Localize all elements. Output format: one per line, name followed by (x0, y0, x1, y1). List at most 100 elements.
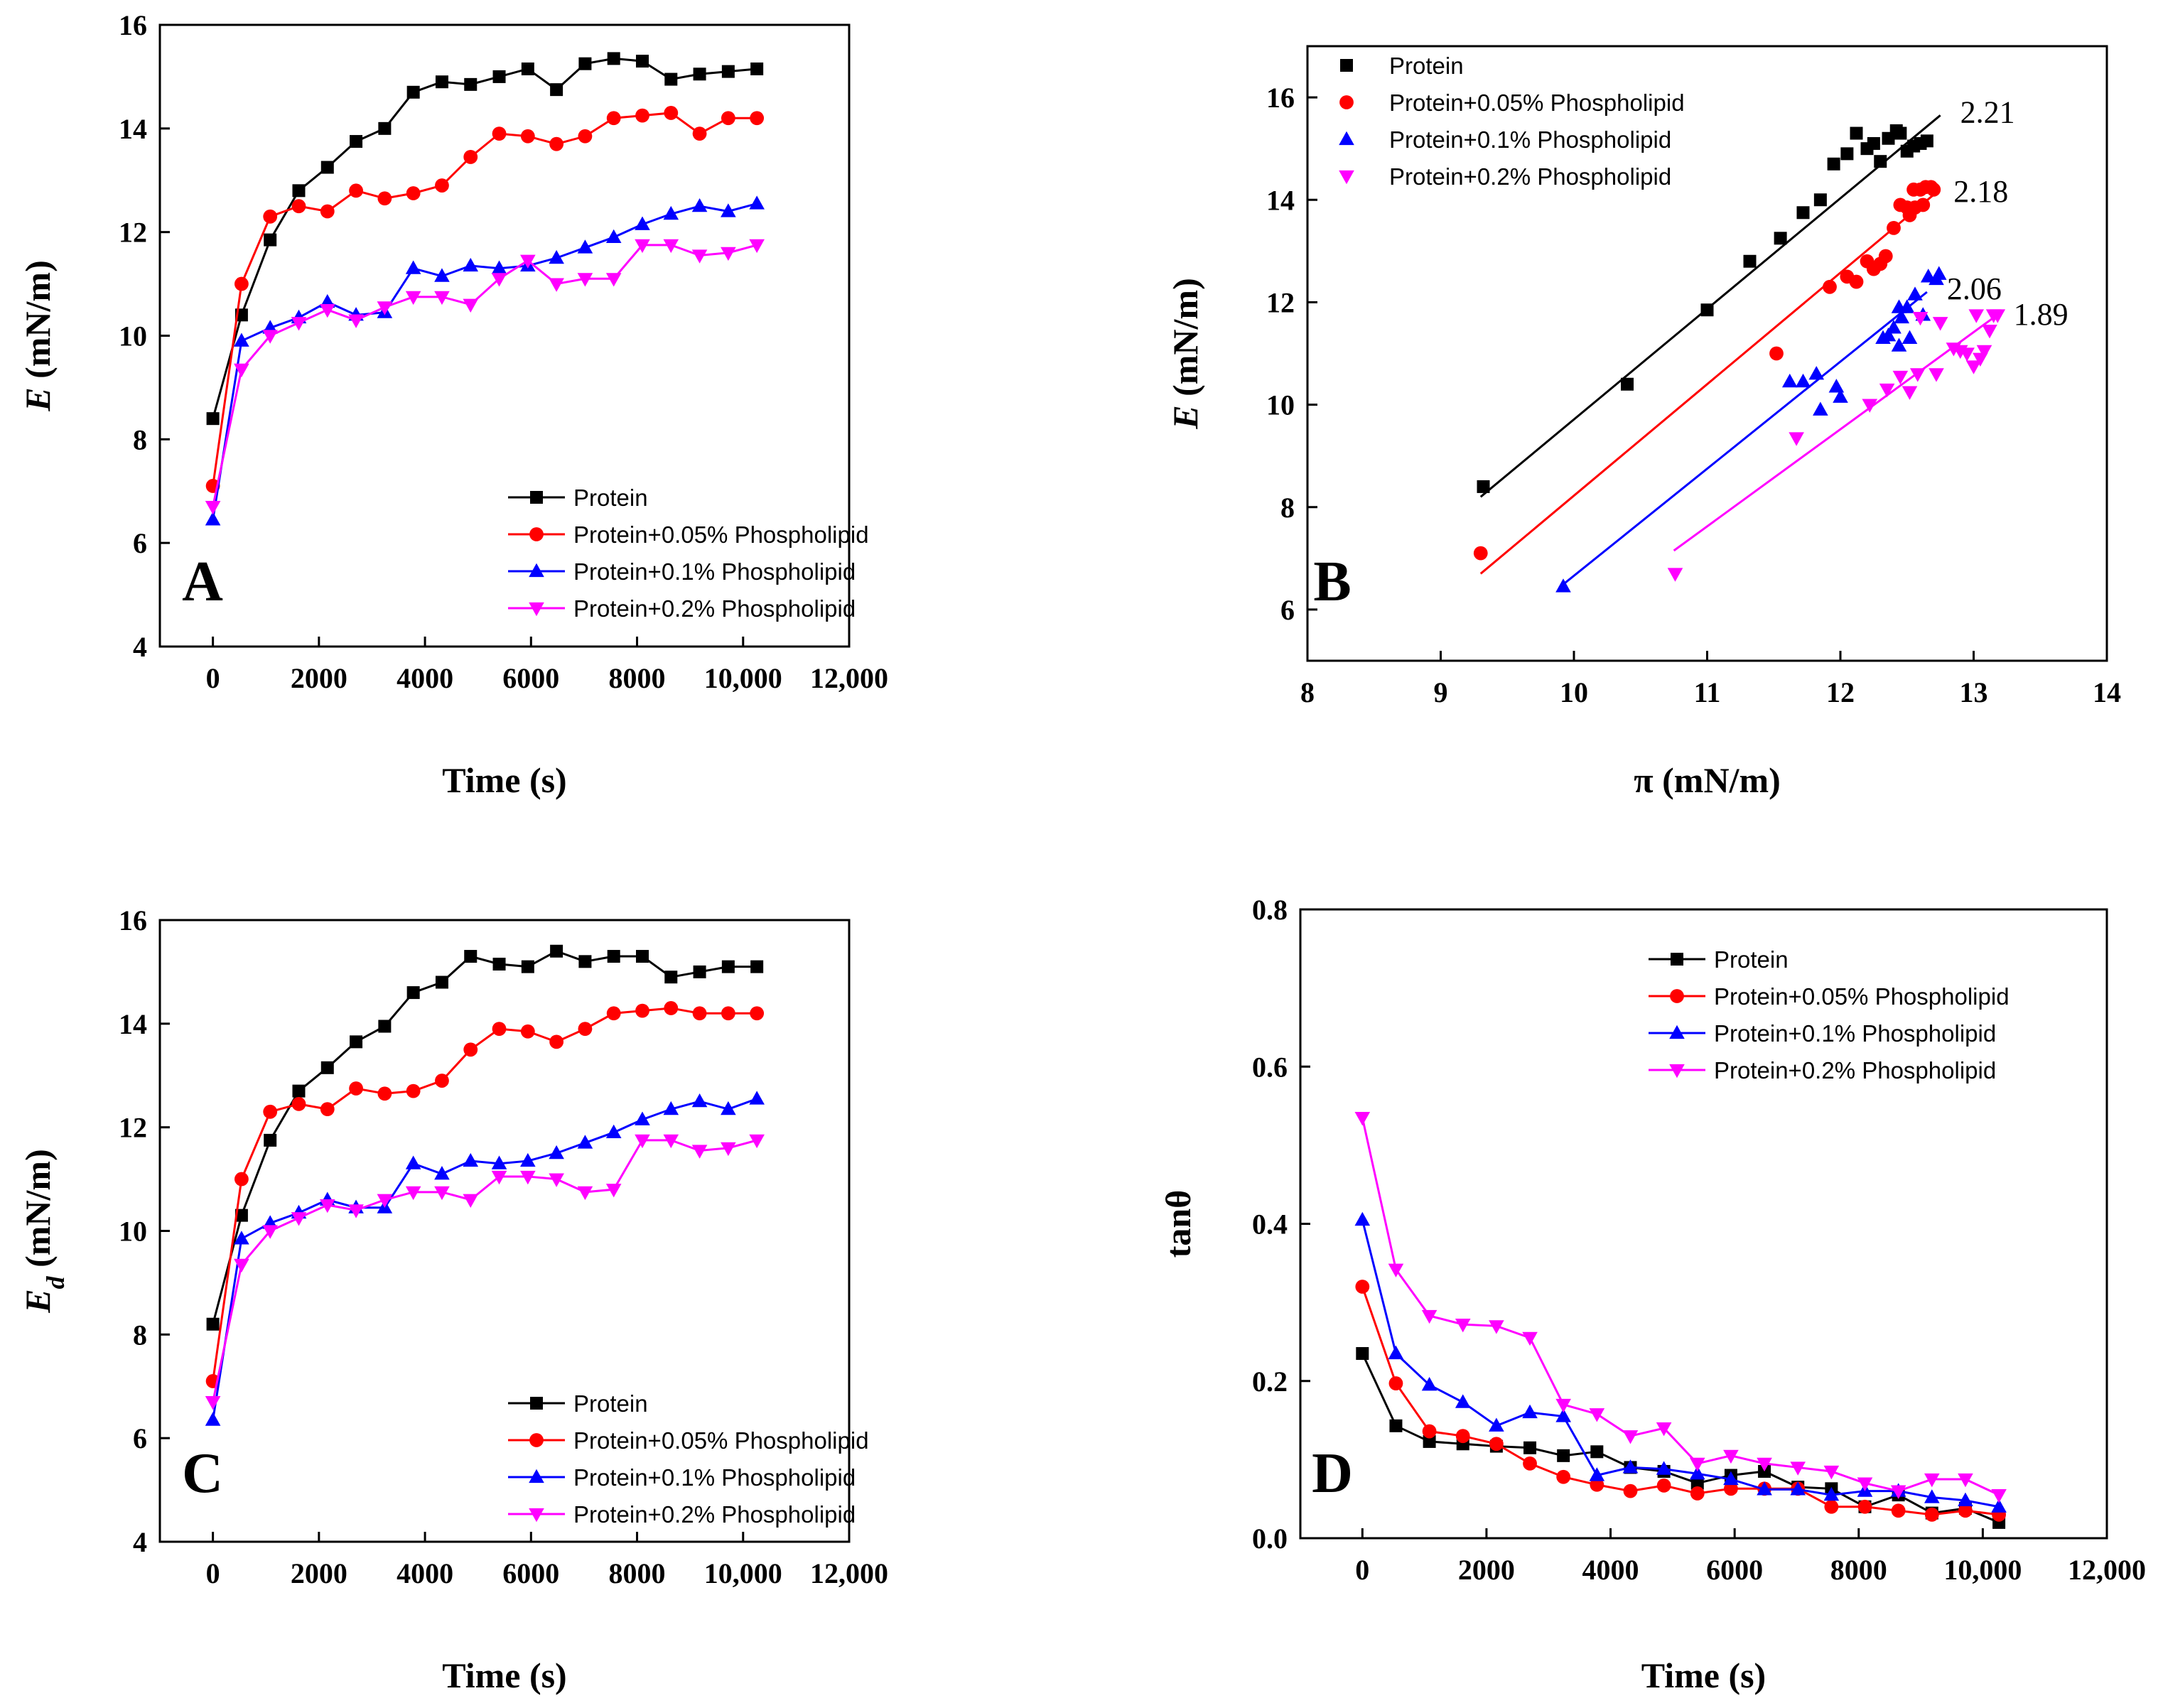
panel-letter: B (1313, 551, 1351, 613)
data-point (1743, 254, 1757, 268)
data-point (750, 1006, 765, 1021)
data-point (291, 199, 306, 214)
legend: Protein Protein+0.05% Phospholipid Protein… (508, 1390, 869, 1528)
data-point (605, 273, 622, 287)
panel-letter: D (1312, 1442, 1353, 1505)
legend-label: Protein+0.2% Phospholipid (573, 595, 856, 622)
data-point (750, 111, 765, 126)
panel-a: 0 2000 4000 6000 8000 10,000 12,000 4 6 8 10 12 14 16… (18, 9, 888, 800)
data-point (1388, 1376, 1403, 1390)
data-point (549, 1145, 564, 1160)
data-point (750, 62, 764, 75)
data-point (263, 1104, 278, 1119)
slope-label: 2.06 (1947, 271, 2002, 306)
data-point (1796, 206, 1810, 220)
data-point (578, 57, 592, 70)
data-point (492, 957, 506, 971)
data-point (320, 1061, 334, 1074)
data-point (635, 1003, 649, 1018)
data-point (691, 249, 708, 264)
legend-label: Protein (1714, 946, 1789, 973)
data-point (1622, 1430, 1639, 1444)
data-point (349, 183, 363, 198)
data-point (320, 204, 335, 219)
data-point (1891, 299, 1907, 313)
slope-label: 2.21 (1960, 94, 2015, 129)
data-point (1790, 1461, 1806, 1476)
data-point (1489, 1320, 1504, 1334)
legend-label: Protein+0.1% Phospholipid (1389, 126, 1671, 153)
data-point (1850, 126, 1863, 140)
data-point (1929, 368, 1944, 382)
data-point (1667, 568, 1683, 582)
legend-label: Protein+0.2% Phospholipid (1714, 1057, 1996, 1083)
x-tick-label: 10 (1560, 676, 1588, 708)
data-point (406, 85, 420, 99)
y-axis-title: E (mN/m) (1165, 278, 1205, 429)
data-point (491, 1170, 507, 1185)
x-tick-label: 12,000 (2068, 1554, 2146, 1586)
data-point (578, 1022, 593, 1037)
data-point (721, 1142, 736, 1157)
legend-marker (1339, 95, 1354, 109)
data-point (520, 1170, 536, 1185)
data-point (234, 1172, 249, 1187)
data-point (1840, 147, 1854, 161)
data-point (1879, 383, 1895, 398)
data-point (1857, 1499, 1872, 1514)
y-axis-title: Ed (mN/m) (18, 1149, 70, 1313)
x-tick-label: 8000 (1830, 1554, 1887, 1586)
data-point (320, 161, 334, 174)
data-point (1356, 1347, 1369, 1361)
data-point (577, 1186, 593, 1201)
data-point (664, 971, 678, 984)
y-tick-label: 10 (119, 320, 147, 352)
data-point (691, 1093, 708, 1108)
legend-marker (1340, 59, 1353, 72)
data-point (1723, 1449, 1739, 1464)
data-point (1958, 1503, 1973, 1518)
data-point (1724, 1481, 1738, 1496)
y-axis-title: tanθ (1158, 1190, 1198, 1258)
data-point (1902, 330, 1918, 344)
data-point (1906, 182, 1921, 197)
x-axis-title: Time (s) (1641, 1655, 1766, 1695)
data-point (234, 1258, 249, 1273)
data-point (1354, 1211, 1371, 1226)
data-point (1958, 1473, 1973, 1488)
x-tick-label: 14 (2093, 676, 2121, 708)
legend-label: Protein+0.05% Phospholipid (1714, 983, 2010, 1010)
data-point (636, 55, 649, 68)
data-point (664, 106, 679, 120)
legend-marker (529, 602, 544, 617)
series-line (212, 1098, 757, 1420)
x-tick-label: 4000 (1582, 1554, 1639, 1586)
data-point (1909, 368, 1926, 382)
data-point (520, 1152, 536, 1167)
data-point (405, 291, 421, 306)
data-point (1887, 220, 1901, 235)
data-point (663, 1134, 679, 1149)
data-point (378, 121, 392, 135)
data-point (663, 1101, 679, 1115)
y-tick-label: 6 (133, 1422, 147, 1454)
data-point (206, 1317, 220, 1331)
x-tick-label: 12,000 (810, 1557, 888, 1589)
data-point (405, 1186, 421, 1201)
data-point (1757, 1457, 1772, 1472)
fit-line (1560, 291, 1928, 588)
data-point (1931, 266, 1947, 280)
data-point (1958, 1492, 1973, 1506)
data-point (434, 1186, 450, 1201)
data-point (377, 1194, 393, 1208)
y-tick-label: 16 (119, 9, 147, 41)
series-0 (1356, 1347, 2006, 1529)
y-axis-title-main: E (18, 387, 58, 411)
data-point (1828, 379, 1845, 393)
data-point (721, 203, 736, 217)
data-point (549, 249, 564, 264)
data-point (635, 1134, 650, 1149)
legend: Protein Protein+0.05% Phospholipid Protein… (1649, 946, 2010, 1083)
x-tick-label: 10,000 (704, 1557, 782, 1589)
